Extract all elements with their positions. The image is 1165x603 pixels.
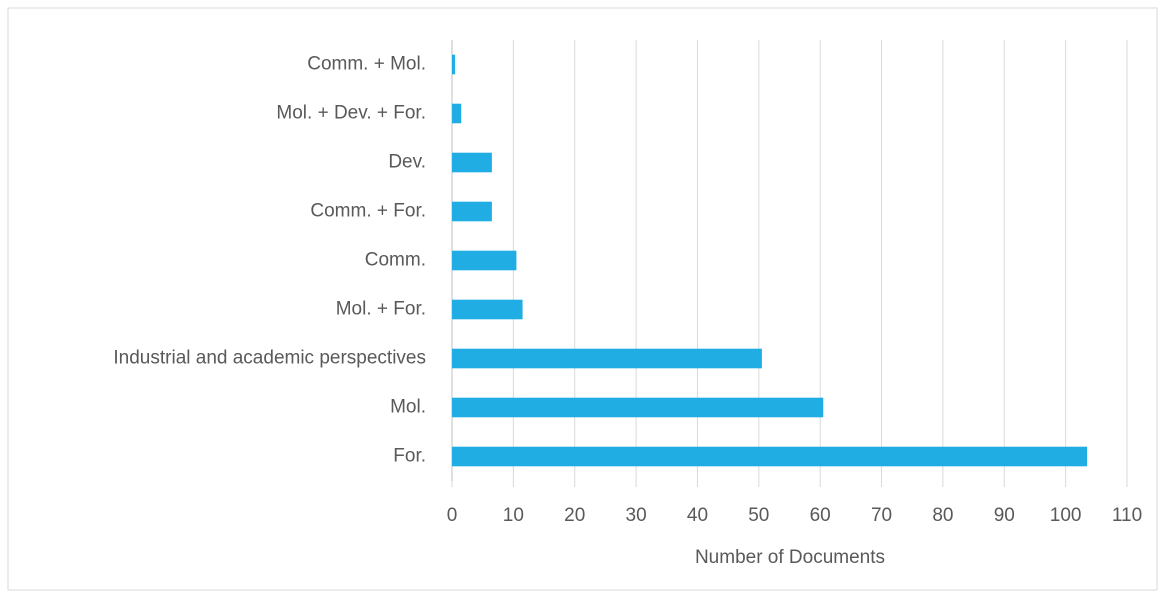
y-tick-label: Comm. [365, 250, 426, 271]
y-tick-label: Industrial and academic perspectives [113, 348, 426, 369]
x-tick-label: 60 [810, 505, 831, 526]
x-tick-label: 70 [871, 505, 892, 526]
x-tick-label: 50 [748, 505, 769, 526]
x-tick-label: 10 [503, 505, 524, 526]
y-tick-label: Mol. + Dev. + For. [276, 103, 426, 124]
bar [452, 446, 1088, 467]
bar [452, 103, 462, 124]
y-tick-label: Comm. + Mol. [307, 54, 426, 75]
bar [452, 299, 523, 320]
bar [452, 348, 762, 369]
y-tick-label: For. [393, 446, 426, 467]
x-tick-label: 40 [687, 505, 708, 526]
y-tick-label: Comm. + For. [310, 201, 426, 222]
x-tick-label: 110 [1112, 505, 1142, 526]
y-tick-label: Dev. [388, 152, 426, 173]
x-tick-label: 0 [447, 505, 458, 526]
bar [452, 54, 456, 75]
x-axis-title: Number of Documents [695, 547, 885, 568]
chart-border [7, 7, 1158, 591]
bar [452, 397, 824, 418]
x-tick-label: 100 [1050, 505, 1082, 526]
x-tick-label: 20 [564, 505, 585, 526]
x-tick-label: 80 [932, 505, 953, 526]
y-tick-label: Mol. [390, 397, 426, 418]
bar [452, 152, 492, 173]
x-tick-label: 90 [994, 505, 1015, 526]
y-tick-label: Mol. + For. [336, 299, 426, 320]
bar [452, 201, 492, 222]
x-tick-label: 30 [626, 505, 647, 526]
bar [452, 250, 517, 271]
